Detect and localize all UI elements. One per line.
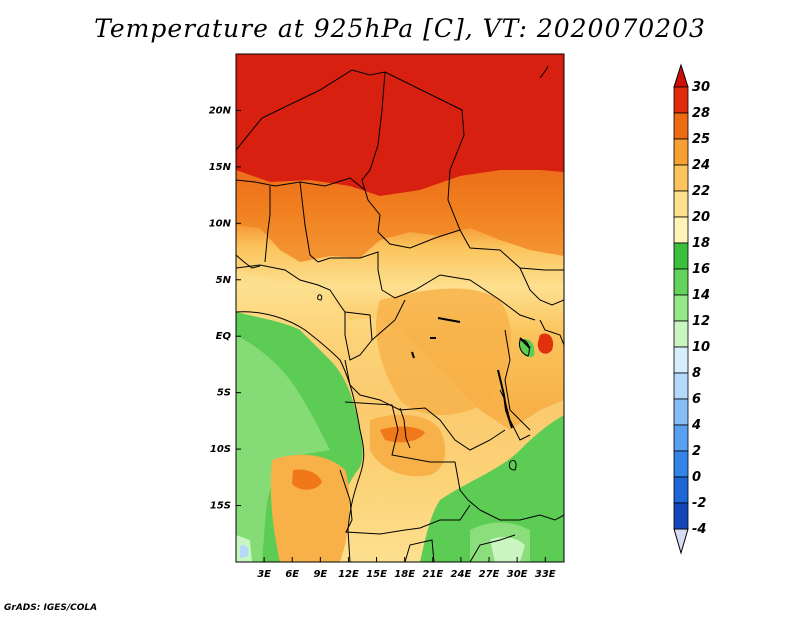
colorbar-box bbox=[673, 294, 689, 322]
country-borders bbox=[236, 65, 564, 562]
colorbar-box bbox=[673, 86, 689, 114]
colorbar-box bbox=[673, 424, 689, 452]
colorbar-label: 28 bbox=[692, 106, 710, 121]
y-tick-label: 10N bbox=[209, 218, 232, 229]
colorbar-box bbox=[673, 190, 689, 218]
y-tick-label: 15N bbox=[209, 162, 232, 173]
x-tick-label: 3E bbox=[257, 569, 271, 580]
colorbar-label: 2 bbox=[692, 444, 701, 459]
x-tick-label: 18E bbox=[394, 569, 415, 580]
x-axis-ticks: 3E 6E 9E 12E 15E 18E 21E 24E 27E 30E 33E bbox=[257, 557, 556, 580]
colorbar-label: 18 bbox=[692, 236, 710, 251]
map-title: Temperature at 925hPa [C], VT: 202007020… bbox=[94, 14, 706, 43]
colorbar-label: 20 bbox=[692, 210, 710, 225]
x-tick-label: 15E bbox=[366, 569, 387, 580]
temperature-field bbox=[236, 54, 564, 562]
colorbar-label: 22 bbox=[692, 184, 710, 199]
colorbar-label: 16 bbox=[692, 262, 710, 277]
colorbar-label: 30 bbox=[692, 80, 710, 95]
x-tick-label: 33E bbox=[535, 569, 556, 580]
colorbar-box bbox=[673, 138, 689, 166]
colorbar-box bbox=[673, 346, 689, 374]
y-tick-label: 5S bbox=[217, 388, 231, 399]
x-tick-label: 30E bbox=[507, 569, 528, 580]
colorbar-label: -2 bbox=[692, 496, 706, 511]
y-axis-ticks: 20N 15N 10N 5N EQ 5S 10S 15S bbox=[209, 105, 241, 512]
colorbar-box bbox=[673, 268, 689, 296]
lake-outlines bbox=[411, 317, 531, 429]
x-tick-label: 27E bbox=[479, 569, 500, 580]
colorbar-box bbox=[673, 112, 689, 140]
colorbar-box bbox=[673, 398, 689, 426]
y-tick-label: 5N bbox=[216, 275, 232, 286]
colorbar-box bbox=[673, 164, 689, 192]
y-tick-label: EQ bbox=[216, 331, 232, 342]
colorbar-box bbox=[673, 320, 689, 348]
colorbar-label: 24 bbox=[692, 158, 710, 173]
colorbar-box bbox=[673, 372, 689, 400]
colorbar-label: 14 bbox=[692, 288, 710, 303]
colorbar-label: 6 bbox=[692, 392, 701, 407]
x-tick-label: 9E bbox=[313, 569, 327, 580]
colorbar-label: 12 bbox=[692, 314, 710, 329]
colorbar-box bbox=[673, 502, 689, 530]
colorbar-bottom-arrow bbox=[673, 528, 689, 555]
colorbar-box bbox=[673, 450, 689, 478]
x-tick-label: 12E bbox=[338, 569, 359, 580]
colorbar-label: 0 bbox=[692, 470, 701, 485]
map-frame bbox=[235, 53, 565, 563]
colorbar-top-arrow bbox=[673, 63, 689, 88]
colorbar-box bbox=[673, 242, 689, 270]
colorbar-label: 8 bbox=[692, 366, 701, 381]
x-tick-label: 21E bbox=[422, 569, 443, 580]
y-tick-label: 15S bbox=[210, 501, 231, 512]
x-tick-label: 24E bbox=[451, 569, 472, 580]
x-tick-label: 6E bbox=[285, 569, 299, 580]
colorbar-box bbox=[673, 476, 689, 504]
colorbar-box bbox=[673, 216, 689, 244]
colorbar-label: 10 bbox=[692, 340, 710, 355]
colorbar-label: -4 bbox=[692, 522, 706, 537]
y-tick-label: 10S bbox=[210, 444, 231, 455]
grads-credit: GrADS: IGES/COLA bbox=[4, 603, 98, 613]
colorbar-label: 25 bbox=[692, 132, 710, 147]
colorbar-label: 4 bbox=[691, 418, 701, 433]
y-tick-label: 20N bbox=[209, 105, 232, 116]
